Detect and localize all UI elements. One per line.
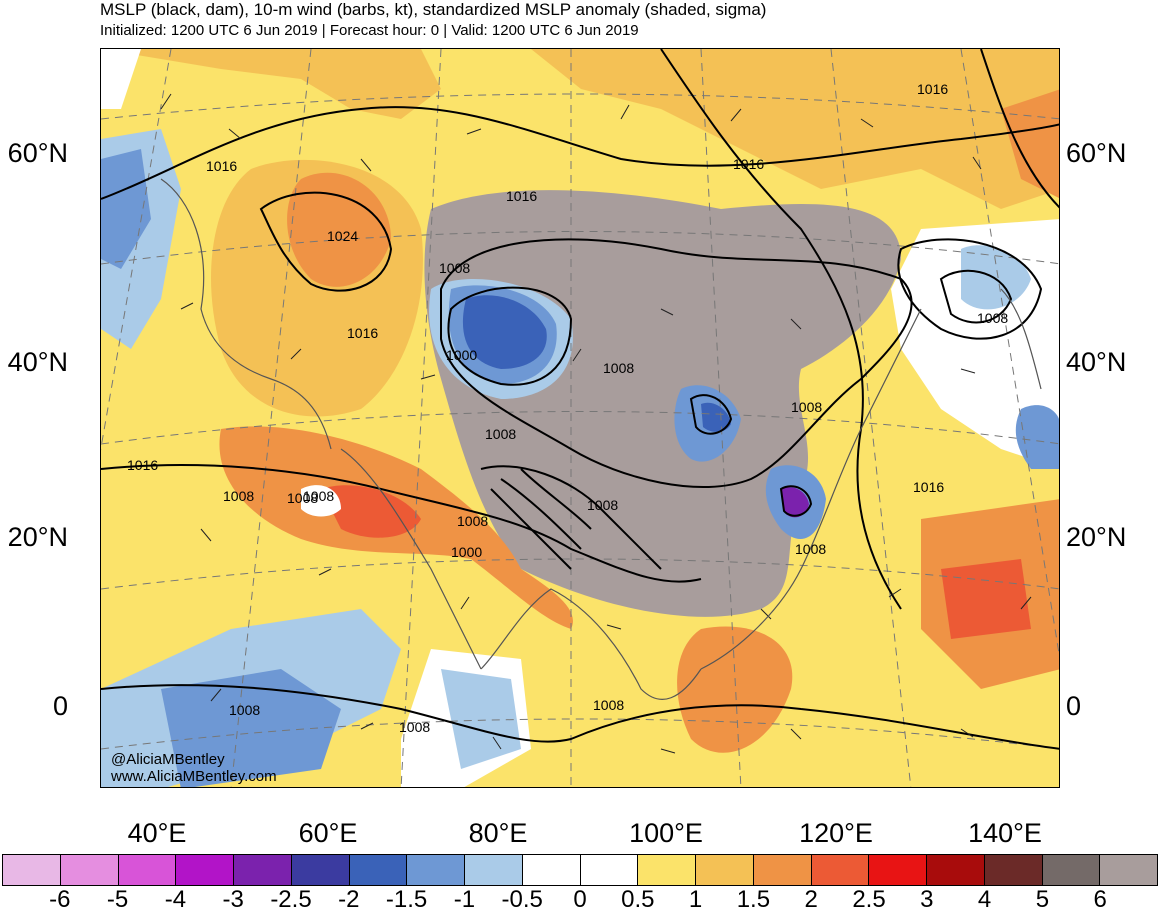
colorbar-swatch [811,855,870,885]
colorbar-label: 1 [688,886,703,913]
colorbar-label: -3 [222,886,244,913]
colorbar-swatch [638,855,696,885]
contour-label: 1008 [303,488,334,504]
colorbar-label: -2.5 [270,886,312,913]
isobar-contours [101,49,1059,750]
contour-label: 1008 [439,260,470,276]
anomaly-shading [101,49,1059,787]
colorbar-swatch [118,855,177,885]
contour-label: 1016 [506,188,537,204]
colorbar-swatch [291,855,350,885]
lat-label-right: 60°N [1066,138,1127,168]
credit-text: @AliciaMBentley www.AliciaMBentley.com [111,751,277,785]
contour-label: 1016 [733,156,764,172]
contour-label: 1008 [287,490,318,506]
contour-label: 1008 [795,541,826,557]
contour-label: 1008 [229,702,260,718]
colorbar-swatch [522,855,581,885]
contour-label: 1016 [206,158,237,174]
colorbar-label: -0.5 [501,886,543,913]
lon-label: 100°E [629,818,703,848]
coastlines [160,178,1042,700]
colorbar-swatch [234,855,292,885]
colorbar-swatch [407,855,465,885]
contour-label: 1008 [457,513,488,529]
colorbar-swatch [753,855,812,885]
contour-label: 1000 [451,544,482,560]
contour-label: 1016 [127,457,158,473]
colorbar-swatch [1042,855,1101,885]
colorbar-swatch [869,855,927,885]
colorbar-label: -2 [338,886,360,913]
contour-label: 1008 [603,360,634,376]
colorbar-label: 0.5 [621,886,655,913]
colorbar-label: 3 [920,886,934,913]
lat-label-left: 0 [52,691,68,721]
colorbar-swatch [927,855,985,885]
colorbar-swatch [984,855,1043,885]
colorbar-label: 4 [977,886,992,913]
colorbar-label: -1 [453,886,476,913]
contour-labels: 1016 1024 1016 1008 1000 1016 1016 1016 … [127,81,1008,735]
colorbar-label: 2.5 [852,886,886,913]
contour-label: 1008 [593,697,624,713]
colorbar-label: 5 [1035,886,1050,913]
contour-label: 1008 [977,310,1008,326]
contour-label: 1016 [917,81,948,97]
contour-label: 1008 [399,719,430,735]
credit-handle: @AliciaMBentley [111,751,225,768]
colorbar-label: 1.5 [736,886,771,913]
colorbar-swatch [3,855,61,885]
colorbar-swatch [580,855,639,885]
contour-label: 1024 [327,228,358,244]
colorbar-label: 0 [573,886,587,913]
map-panel: 1016 1024 1016 1008 1000 1016 1016 1016 … [100,48,1060,788]
colorbar-swatch [465,855,523,885]
colorbar-label: 6 [1093,886,1107,913]
colorbar-swatch [349,855,408,885]
graticule [101,49,1059,787]
lon-label: 140°E [968,818,1042,848]
chart-subtitle: Initialized: 1200 UTC 6 Jun 2019 | Forec… [100,22,639,39]
wind-barbs [160,93,1032,754]
chart-title: MSLP (black, dam), 10-m wind (barbs, kt)… [100,0,767,19]
colorbar-label: -6 [49,886,71,913]
credit-website: www.AliciaMBentley.com [111,768,277,785]
lon-label: 80°E [468,818,528,848]
contour-label: 1008 [223,488,254,504]
contour-label: 1016 [913,479,944,495]
colorbar-label: -1.5 [385,886,428,913]
contour-label: 1008 [791,399,822,415]
contour-label: 1008 [587,497,618,513]
lat-label-left: 20°N [7,522,68,552]
contour-label: 1016 [347,325,378,341]
lat-label-left: 60°N [7,138,68,168]
colorbar-label: 2 [804,886,818,913]
lat-label-right: 40°N [1066,347,1127,377]
lon-label: 40°E [127,818,187,848]
lon-label: 120°E [799,818,873,848]
colorbar-label: -4 [164,886,187,913]
lon-label: 60°E [298,818,358,848]
colorbar-label: -5 [106,886,129,913]
colorbar-swatch [1100,855,1157,885]
colorbar-swatch [176,855,234,885]
colorbar [2,854,1158,886]
contour-label: 1000 [446,347,477,363]
lat-label-right: 20°N [1066,522,1127,552]
colorbar-swatch [60,855,119,885]
contour-label: 1008 [485,426,516,442]
lat-label-right: 0 [1066,691,1082,721]
colorbar-swatch [696,855,754,885]
lat-label-left: 40°N [7,347,68,377]
